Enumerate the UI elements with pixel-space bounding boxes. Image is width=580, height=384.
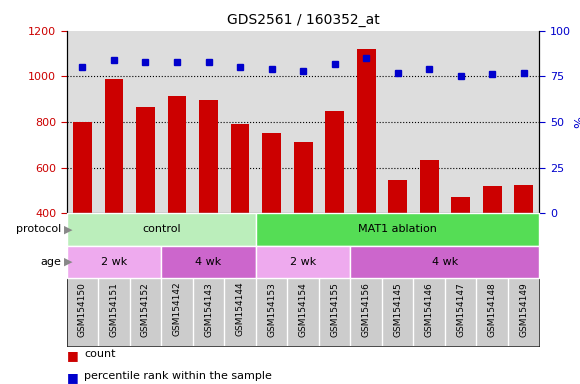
Bar xyxy=(388,180,407,305)
Text: GSM154155: GSM154155 xyxy=(330,282,339,337)
Bar xyxy=(67,213,256,246)
Bar xyxy=(67,246,161,278)
Text: percentile rank within the sample: percentile rank within the sample xyxy=(84,371,272,381)
Text: 2 wk: 2 wk xyxy=(290,257,316,267)
Bar xyxy=(199,100,218,305)
Text: GSM154153: GSM154153 xyxy=(267,282,276,337)
Y-axis label: %: % xyxy=(574,116,580,128)
Text: GSM154152: GSM154152 xyxy=(141,282,150,336)
Text: control: control xyxy=(142,224,180,235)
Bar xyxy=(357,49,375,305)
Title: GDS2561 / 160352_at: GDS2561 / 160352_at xyxy=(227,13,379,27)
Text: 4 wk: 4 wk xyxy=(195,257,222,267)
Text: GSM154143: GSM154143 xyxy=(204,282,213,336)
Bar xyxy=(483,186,502,305)
Bar xyxy=(262,133,281,305)
Text: ▶: ▶ xyxy=(64,257,72,267)
Text: protocol: protocol xyxy=(16,224,61,235)
Text: GSM154145: GSM154145 xyxy=(393,282,402,336)
Bar xyxy=(514,185,533,305)
Text: GSM154150: GSM154150 xyxy=(78,282,87,337)
Text: ■: ■ xyxy=(67,349,78,362)
Text: 2 wk: 2 wk xyxy=(101,257,127,267)
Bar xyxy=(231,124,249,305)
Text: GSM154154: GSM154154 xyxy=(299,282,307,336)
Bar xyxy=(136,107,155,305)
Bar xyxy=(104,79,124,305)
Text: GSM154156: GSM154156 xyxy=(361,282,371,337)
Text: GSM154151: GSM154151 xyxy=(110,282,118,337)
Text: count: count xyxy=(84,349,115,359)
Text: 4 wk: 4 wk xyxy=(432,257,458,267)
Text: GSM154147: GSM154147 xyxy=(456,282,465,336)
Text: GSM154149: GSM154149 xyxy=(519,282,528,336)
Bar xyxy=(293,142,313,305)
Bar xyxy=(350,246,539,278)
Bar xyxy=(73,122,92,305)
Bar xyxy=(256,213,539,246)
Text: GSM154144: GSM154144 xyxy=(235,282,245,336)
Bar xyxy=(161,246,256,278)
Text: ■: ■ xyxy=(67,371,78,384)
Text: GSM154148: GSM154148 xyxy=(488,282,496,336)
Bar xyxy=(420,159,438,305)
Bar xyxy=(256,246,350,278)
Text: GSM154146: GSM154146 xyxy=(425,282,434,336)
Bar xyxy=(325,111,344,305)
Bar xyxy=(168,96,186,305)
Text: GSM154142: GSM154142 xyxy=(172,282,182,336)
Text: MAT1 ablation: MAT1 ablation xyxy=(358,224,437,235)
Bar xyxy=(451,197,470,305)
Text: age: age xyxy=(40,257,61,267)
Text: ▶: ▶ xyxy=(64,224,72,235)
